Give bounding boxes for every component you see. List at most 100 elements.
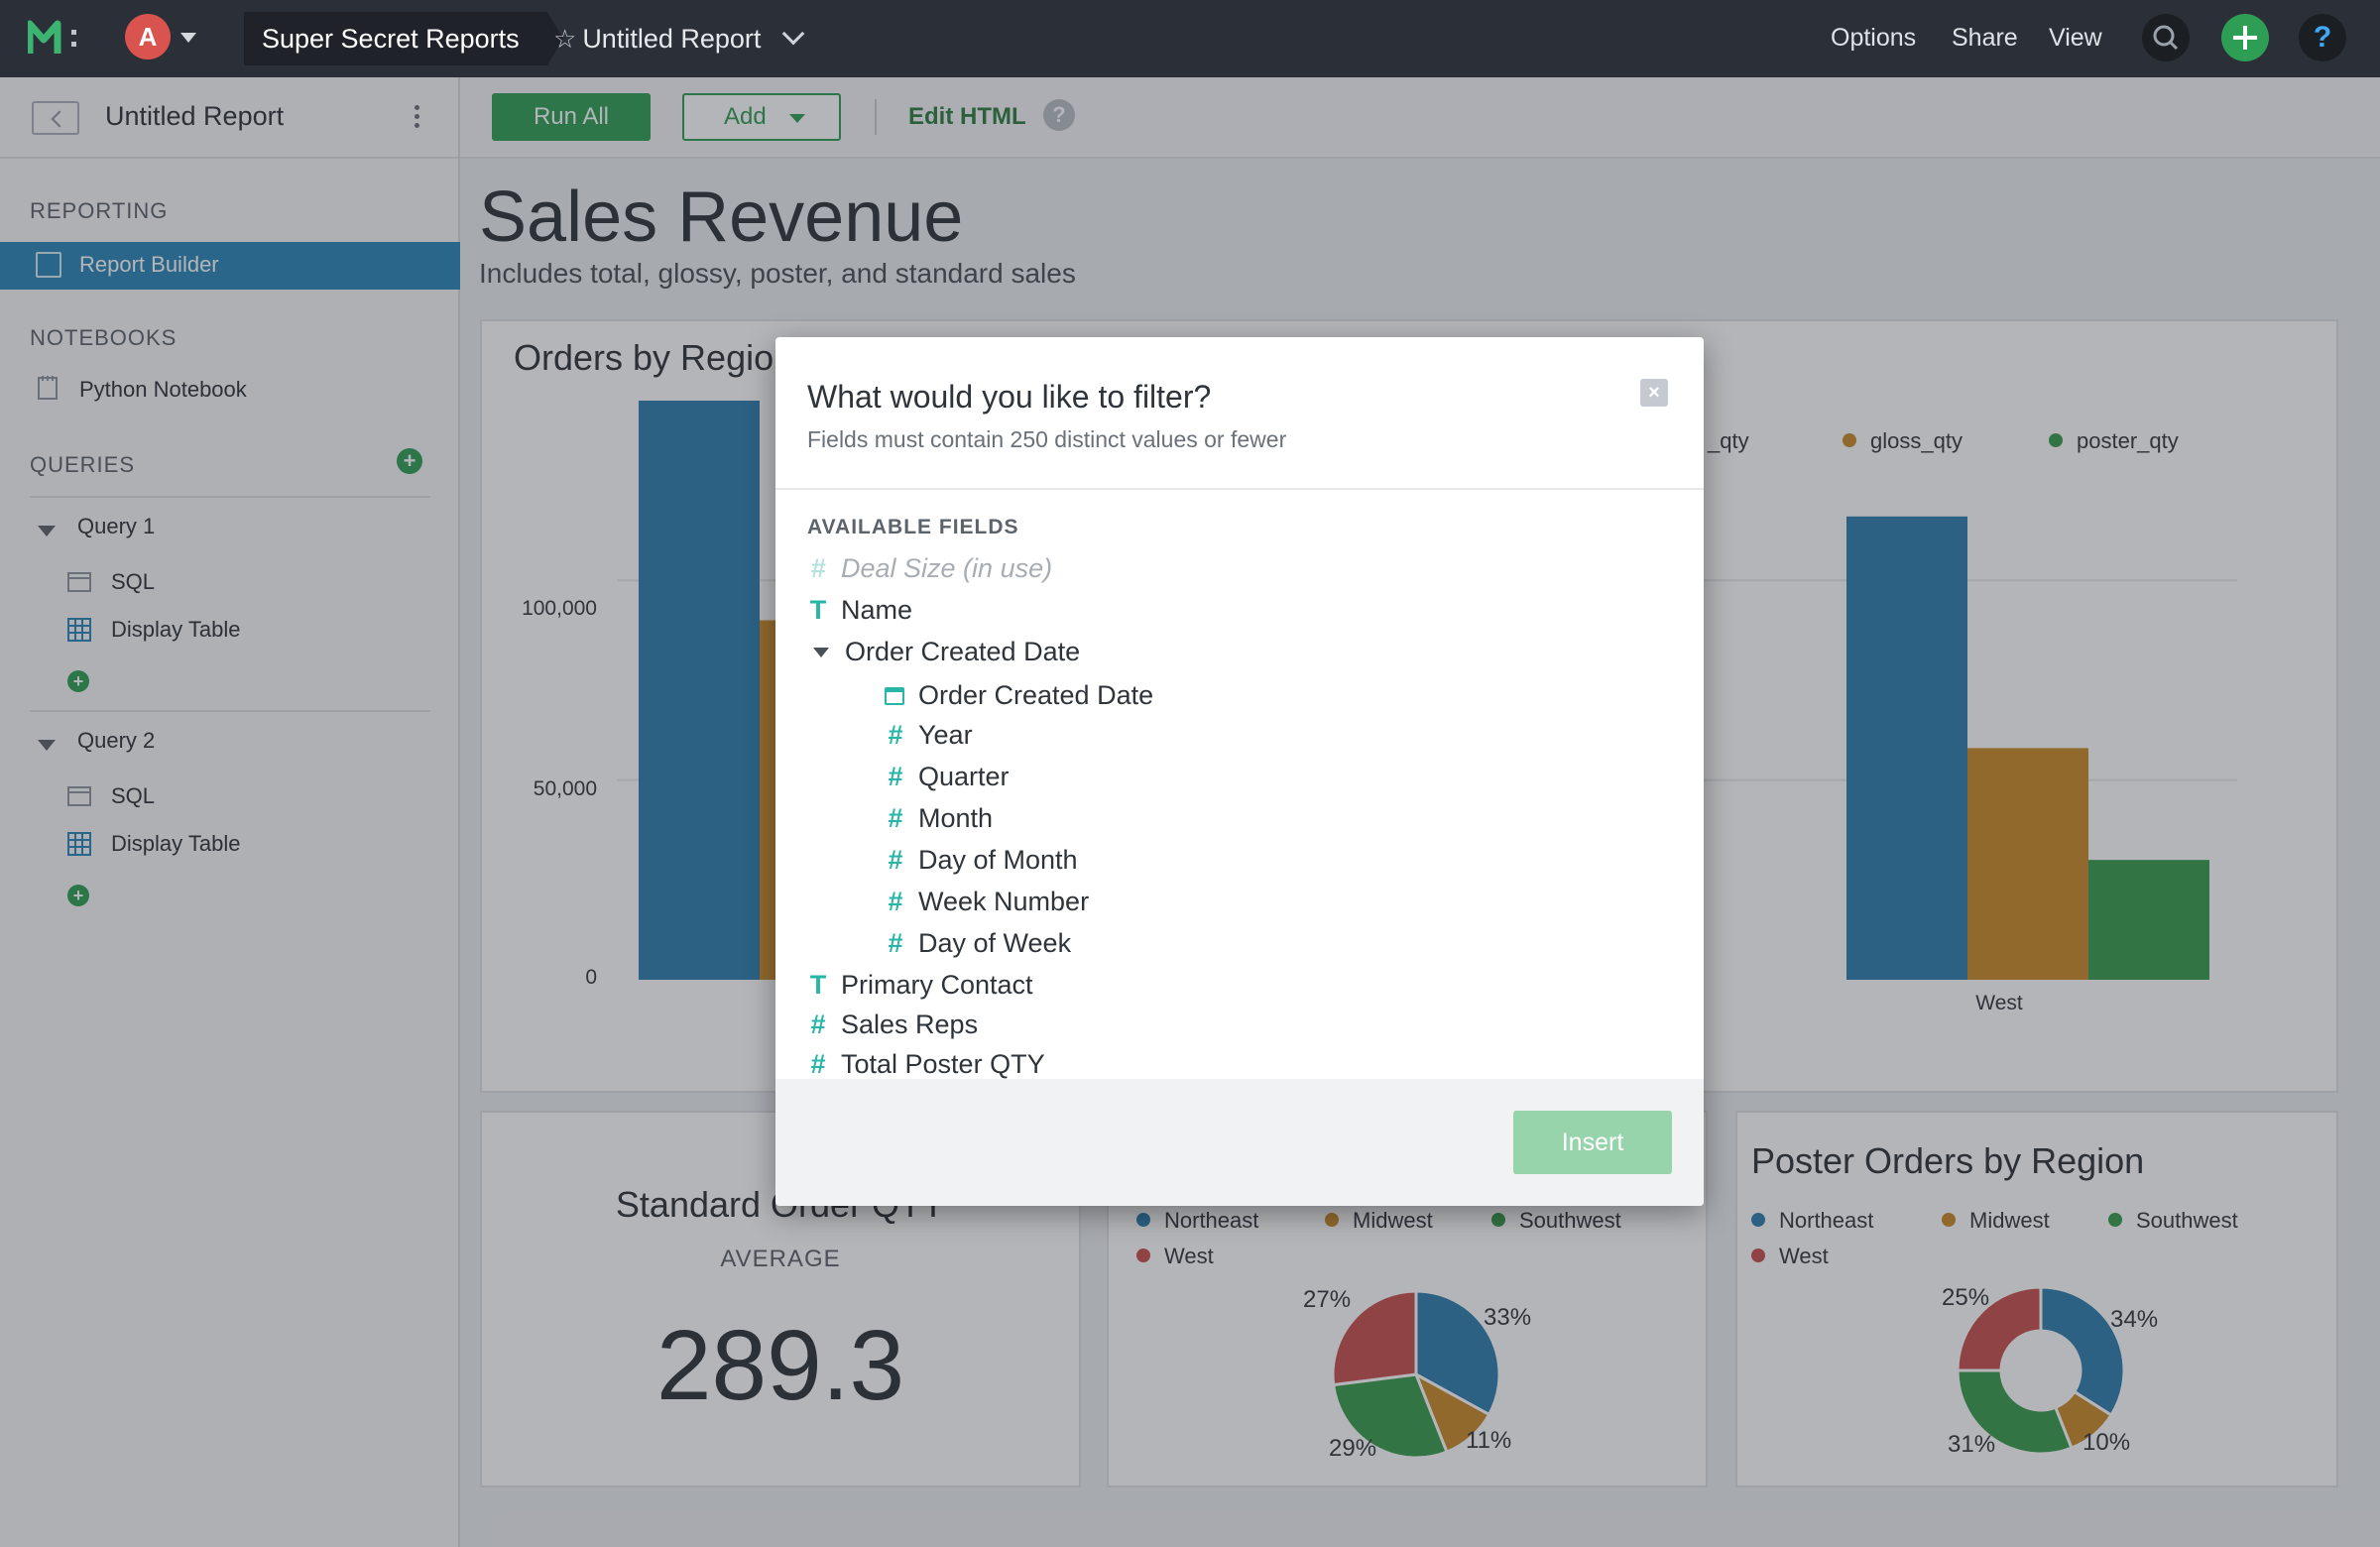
pie-slice-west[interactable] [1331,1289,1418,1387]
number-field-icon: # [810,1010,826,1039]
collapse-sidebar-icon[interactable] [32,101,79,135]
caret-down-icon[interactable] [813,648,829,657]
options-link[interactable]: Options [1831,24,1917,52]
pie-slice-northeast[interactable] [1414,1289,1501,1417]
report-name: Untitled Report [582,24,762,54]
toolbar-divider [875,99,877,135]
field-label: Total Poster QTY [841,1049,1045,1079]
sidebar-item-label: Report Builder [79,252,219,277]
page-title: Sales Revenue [479,178,964,257]
avatar-caret-icon[interactable] [180,33,196,43]
legend-label: Midwest [1969,1208,2050,1233]
bar-poster_qty[interactable] [2088,860,2209,980]
y-tick-label: 50,000 [533,777,597,800]
collapse-query-1-icon[interactable] [38,526,56,536]
collapse-query-2-icon[interactable] [38,740,56,751]
field-item[interactable]: # Year [885,720,973,751]
metric-value: 289.3 [655,1310,905,1421]
query-1-display-table[interactable]: Display Table [111,617,241,642]
number-field-icon: # [888,720,903,750]
query-2-sql[interactable]: SQL [111,783,156,808]
edit-html-link[interactable]: Edit HTML [908,103,1026,130]
query-1-label[interactable]: Query 1 [77,514,156,538]
bar-_qty[interactable] [1846,516,1967,980]
field-item[interactable]: # Week Number [885,887,1089,917]
add-to-query-1-button[interactable]: + [67,670,89,692]
field-item[interactable]: Order Created Date [885,680,1153,711]
search-button[interactable] [2142,14,2190,61]
star-icon[interactable]: ☆ [553,24,577,54]
legend-label: Northeast [1779,1208,1874,1233]
field-item[interactable]: # Total Poster QTY [807,1049,1045,1080]
number-field-icon: # [888,762,903,791]
sidebar-item-report-builder[interactable]: Report Builder [0,242,460,290]
pie-slice-southwest[interactable] [1331,1372,1449,1460]
legend-label: West [1779,1244,1829,1268]
x-tick-label: West [1975,992,2023,1014]
field-label: Quarter [918,762,1010,791]
legend-poster-label: poster_qty [2077,428,2179,453]
create-button[interactable] [2221,14,2269,61]
legend-southwest: Southwest [1491,1208,1621,1234]
query-2-label[interactable]: Query 2 [77,728,156,753]
pie-slice-southwest[interactable] [1956,1368,2074,1456]
user-avatar[interactable]: A [125,14,171,60]
field-item[interactable]: T Name [807,595,912,626]
sidebar-item-python-notebook[interactable]: Python Notebook [79,377,247,402]
metric-aggregation-label: AVERAGE [720,1246,841,1272]
legend-qty-label: _qty [1708,428,1749,453]
number-field-icon: # [888,845,903,875]
share-link[interactable]: Share [1952,24,2018,52]
donut-chart-card: Poster Orders by Region Northeast Midwes… [1735,1111,2338,1488]
field-label: Year [918,720,973,750]
insert-button[interactable]: Insert [1513,1111,1672,1174]
text-field-icon: T [809,970,827,1000]
divider [30,710,430,712]
workspace-breadcrumb[interactable]: Super Secret Reports [244,12,563,65]
close-icon[interactable]: × [1640,379,1668,407]
y-tick-label: 0 [585,966,597,989]
reporting-section-label: REPORTING [30,198,169,223]
help-icon[interactable]: ? [1043,99,1075,131]
field-label: Name [841,595,913,625]
pie-slice-west[interactable] [1956,1285,2043,1372]
run-all-button[interactable]: Run All [492,93,651,141]
add-button[interactable]: Add [682,93,841,141]
modal-title: What would you like to filter? [807,379,1212,415]
field-item[interactable]: Order Created Date [807,637,1080,667]
chevron-down-icon[interactable] [781,22,805,46]
field-label: Month [918,803,994,833]
field-item[interactable]: # Sales Reps [807,1010,978,1040]
field-item[interactable]: T Primary Contact [807,970,1033,1001]
field-item[interactable]: # Quarter [885,762,1010,792]
legend-midwest: Midwest [1942,1208,2050,1234]
bar-gloss_qty[interactable] [1967,748,2088,980]
bar-_qty[interactable] [639,401,760,980]
field-item[interactable]: # Day of Week [885,928,1071,959]
report-title-breadcrumb[interactable]: ☆ Untitled Report [553,12,761,65]
field-item[interactable]: # Day of Month [885,845,1077,876]
pie-slice-label: 29% [1329,1435,1376,1462]
field-label: Order Created Date [845,637,1081,666]
pie-slice-label: 34% [2110,1306,2158,1333]
pie-slice-northeast[interactable] [2039,1285,2126,1418]
add-query-button[interactable]: + [397,448,422,474]
help-button[interactable]: ? [2299,14,2346,61]
field-item[interactable]: # Month [885,803,993,834]
sql-icon [67,572,91,592]
modal-header: What would you like to filter? Fields mu… [775,337,1704,490]
legend-gloss-label: gloss_qty [1870,428,1963,453]
view-link[interactable]: View [2049,24,2102,52]
modal-subtitle: Fields must contain 250 distinct values … [807,426,1287,452]
modal-footer: Insert [775,1079,1704,1206]
query-2-display-table[interactable]: Display Table [111,831,241,856]
app-logo-icon[interactable] [28,18,85,58]
add-to-query-2-button[interactable]: + [67,885,89,906]
more-options-icon[interactable] [415,105,420,131]
legend-west: West [1751,1244,1829,1269]
pie-slice-label: 11% [1466,1427,1511,1454]
legend-gloss-qty: gloss_qty [1843,428,1963,454]
plus-icon [2233,26,2257,50]
query-1-sql[interactable]: SQL [111,569,156,594]
pie-slice-label: 33% [1484,1304,1531,1331]
